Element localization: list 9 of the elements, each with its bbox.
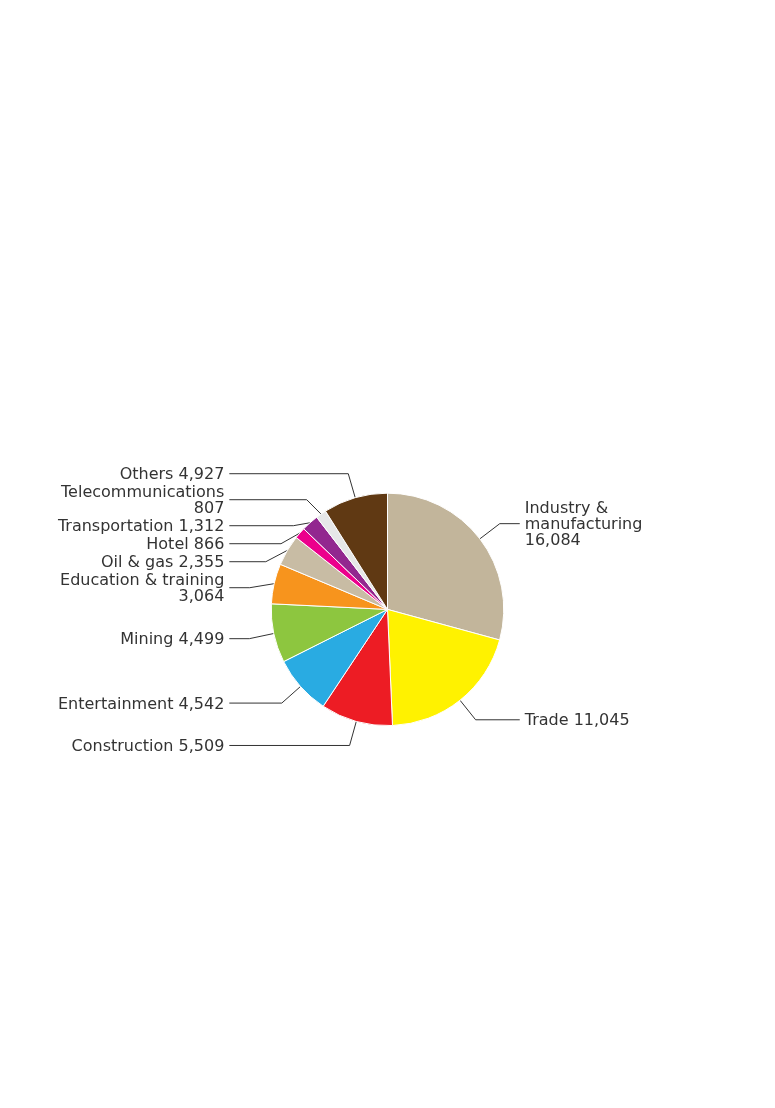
- slice-label: Hotel 866: [146, 534, 225, 554]
- slice-label: Trade 11,045: [523, 710, 630, 730]
- slice-label: Oil & gas 2,355: [100, 552, 225, 572]
- slice-label: Transportation 1,312: [56, 516, 225, 536]
- slice-label: Mining 4,499: [120, 629, 225, 649]
- slice-label: Education & training: [60, 570, 225, 590]
- slice-label: Entertainment 4,542: [57, 693, 225, 713]
- slice-label: Others 4,927: [119, 464, 225, 484]
- slice-label: Construction 5,509: [71, 735, 225, 755]
